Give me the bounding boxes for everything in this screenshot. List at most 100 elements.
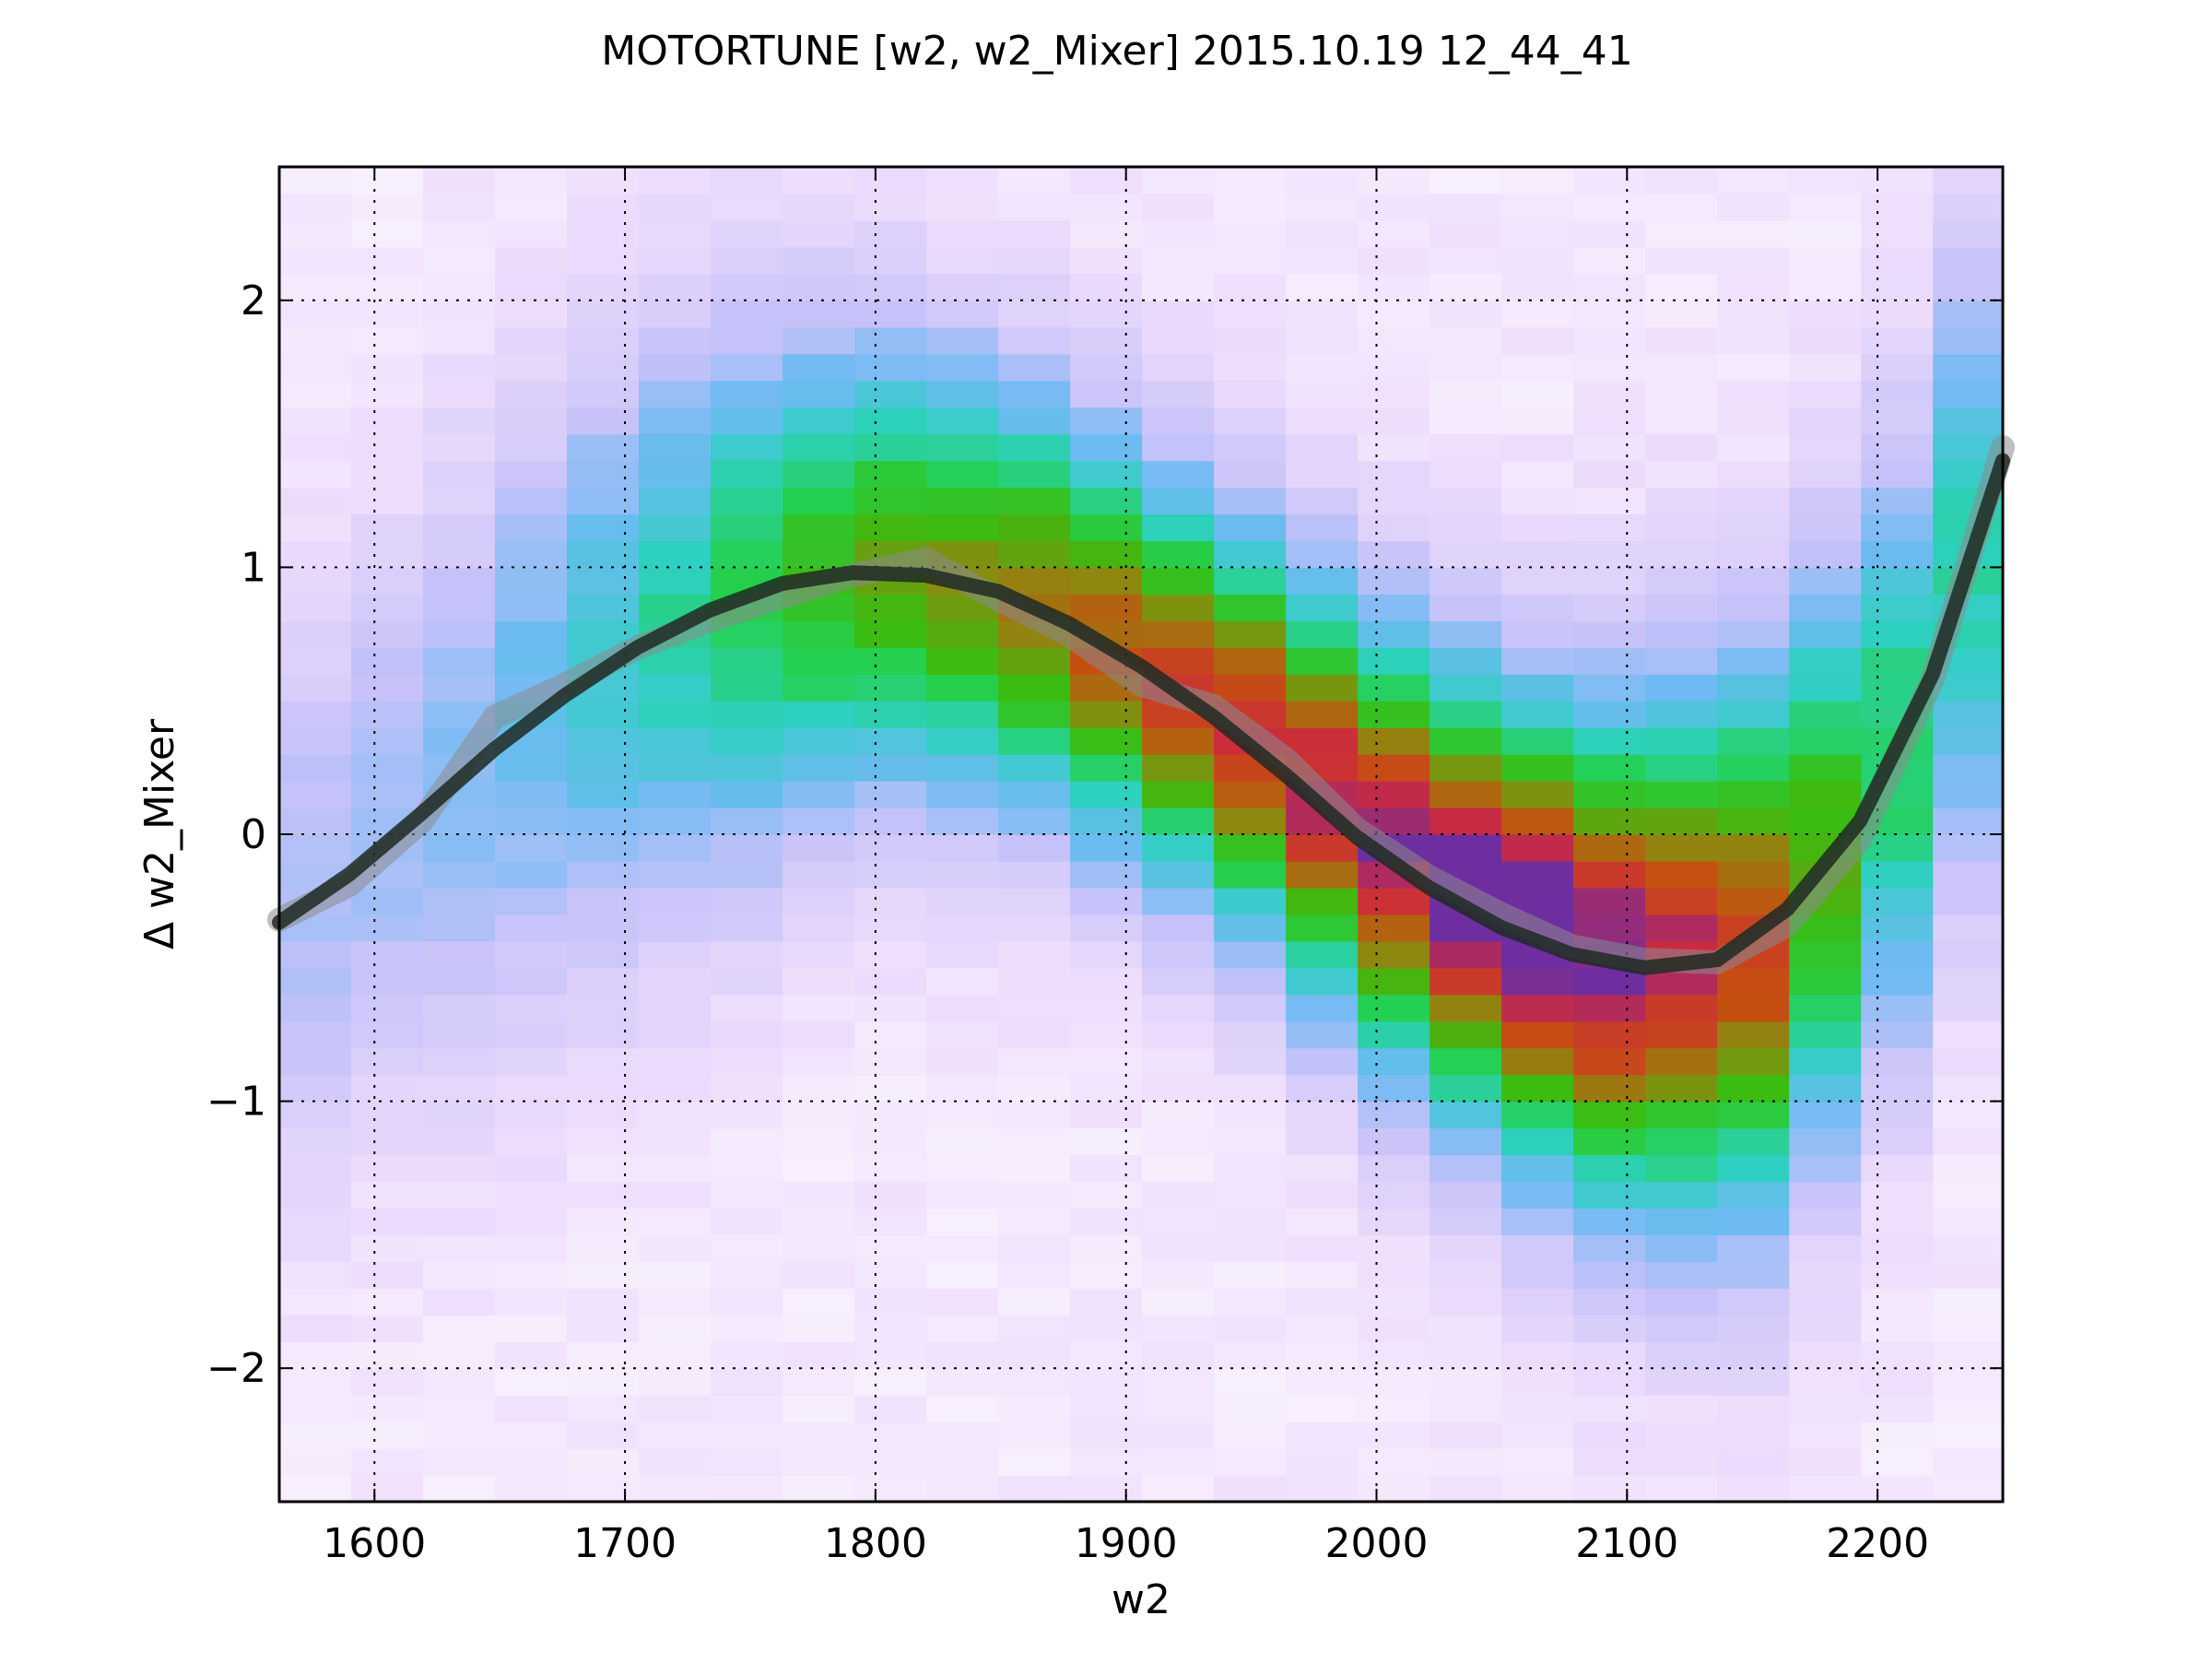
heatmap-cell xyxy=(423,834,496,862)
heatmap-cell xyxy=(782,1288,855,1315)
heatmap-cell xyxy=(1501,1475,1574,1503)
heatmap-cell xyxy=(423,1475,496,1503)
heatmap-cell xyxy=(1142,1208,1215,1235)
heatmap-cell xyxy=(1286,1341,1359,1369)
heatmap-cell xyxy=(1430,1341,1502,1369)
heatmap-cell xyxy=(1861,407,1934,435)
heatmap-cell xyxy=(279,1475,352,1503)
heatmap-cell xyxy=(1501,433,1574,462)
heatmap-cell xyxy=(567,1020,640,1049)
heatmap-cell xyxy=(926,460,999,489)
heatmap-cell xyxy=(567,1368,640,1396)
heatmap-cell xyxy=(711,1475,783,1503)
heatmap-cell xyxy=(1430,834,1502,862)
heatmap-cell xyxy=(495,380,568,408)
heatmap-cell xyxy=(1286,194,1359,221)
heatmap-cell xyxy=(1142,967,1215,996)
heatmap-cell xyxy=(1717,219,1790,248)
heatmap-cell xyxy=(1501,701,1574,728)
heatmap-cell xyxy=(567,914,640,942)
heatmap-cell xyxy=(1573,326,1646,355)
heatmap-cell xyxy=(1286,1208,1359,1235)
heatmap-cell xyxy=(639,727,712,755)
heatmap-cell xyxy=(1861,460,1934,489)
heatmap-cell xyxy=(567,1288,640,1315)
heatmap-cell xyxy=(1430,647,1502,675)
heatmap-cell xyxy=(1861,326,1934,355)
heatmap-cell xyxy=(926,1315,999,1342)
heatmap-cell xyxy=(423,540,496,568)
heatmap-cell xyxy=(1789,781,1862,808)
heatmap-cell xyxy=(854,1288,927,1315)
heatmap-cell xyxy=(1430,1475,1502,1503)
heatmap-cell xyxy=(351,1154,424,1183)
heatmap-cell xyxy=(782,781,855,808)
heatmap-cell xyxy=(711,781,783,808)
heatmap-cell xyxy=(782,1315,855,1342)
heatmap-cell xyxy=(1214,781,1287,808)
heatmap-cell xyxy=(1861,433,1934,462)
y-tick-label: 2 xyxy=(241,277,266,324)
heatmap-cell xyxy=(998,647,1071,675)
heatmap-cell xyxy=(998,887,1071,915)
heatmap-cell xyxy=(1070,407,1143,435)
heatmap-cell xyxy=(1573,1395,1646,1422)
heatmap-cell xyxy=(351,781,424,808)
heatmap-cell xyxy=(567,1208,640,1235)
heatmap-cell xyxy=(1286,460,1359,489)
heatmap-cell xyxy=(1861,940,1934,969)
heatmap-cell xyxy=(1070,1315,1143,1342)
heatmap-cell xyxy=(998,1288,1071,1315)
heatmap-cell xyxy=(711,834,783,862)
heatmap-cell xyxy=(1573,1448,1646,1476)
heatmap-cell xyxy=(1861,380,1934,408)
heatmap-cell xyxy=(1717,1448,1790,1476)
heatmap-cell xyxy=(1861,1395,1934,1422)
heatmap-cell xyxy=(351,1074,424,1103)
heatmap-cell xyxy=(1933,326,2004,355)
heatmap-cell xyxy=(1717,808,1790,835)
heatmap-cell xyxy=(1070,273,1143,301)
heatmap-cell xyxy=(279,620,352,648)
heatmap-cell xyxy=(1573,487,1646,515)
heatmap-cell xyxy=(423,1101,496,1129)
heatmap-cell xyxy=(926,167,999,195)
heatmap-cell xyxy=(1717,1341,1790,1369)
heatmap-cell xyxy=(495,754,568,782)
heatmap-cell xyxy=(854,1475,927,1503)
heatmap-cell xyxy=(1142,914,1215,942)
heatmap-cell xyxy=(567,1047,640,1076)
heatmap-cell xyxy=(854,1261,927,1289)
heatmap-cell xyxy=(1861,540,1934,568)
heatmap-cell xyxy=(1430,1101,1502,1129)
heatmap-cell xyxy=(1645,194,1718,221)
heatmap-cells xyxy=(279,167,2004,1503)
heatmap-cell xyxy=(711,887,783,915)
heatmap-cell xyxy=(1430,540,1502,568)
heatmap-cell xyxy=(1070,1261,1143,1289)
heatmap-cell xyxy=(998,300,1071,328)
heatmap-cell xyxy=(926,834,999,862)
heatmap-cell xyxy=(926,407,999,435)
heatmap-cell xyxy=(279,808,352,835)
heatmap-cell xyxy=(495,1475,568,1503)
heatmap-cell xyxy=(495,540,568,568)
heatmap-cell xyxy=(782,887,855,915)
heatmap-cell xyxy=(1286,353,1359,382)
x-axis-label: w2 xyxy=(1112,1576,1171,1623)
heatmap-cell xyxy=(423,513,496,542)
heatmap-cell xyxy=(495,1101,568,1129)
heatmap-cell xyxy=(1573,754,1646,782)
heatmap-cell xyxy=(351,1341,424,1369)
heatmap-cell xyxy=(782,513,855,542)
heatmap-cell xyxy=(1501,194,1574,221)
heatmap-cell xyxy=(423,994,496,1022)
heatmap-cell xyxy=(1430,1074,1502,1103)
heatmap-cell xyxy=(279,326,352,355)
heatmap-cell xyxy=(711,433,783,462)
heatmap-cell xyxy=(1861,1475,1934,1503)
heatmap-cell xyxy=(1070,353,1143,382)
heatmap-cell xyxy=(495,460,568,489)
heatmap-cell xyxy=(1214,273,1287,301)
heatmap-cell xyxy=(854,487,927,515)
